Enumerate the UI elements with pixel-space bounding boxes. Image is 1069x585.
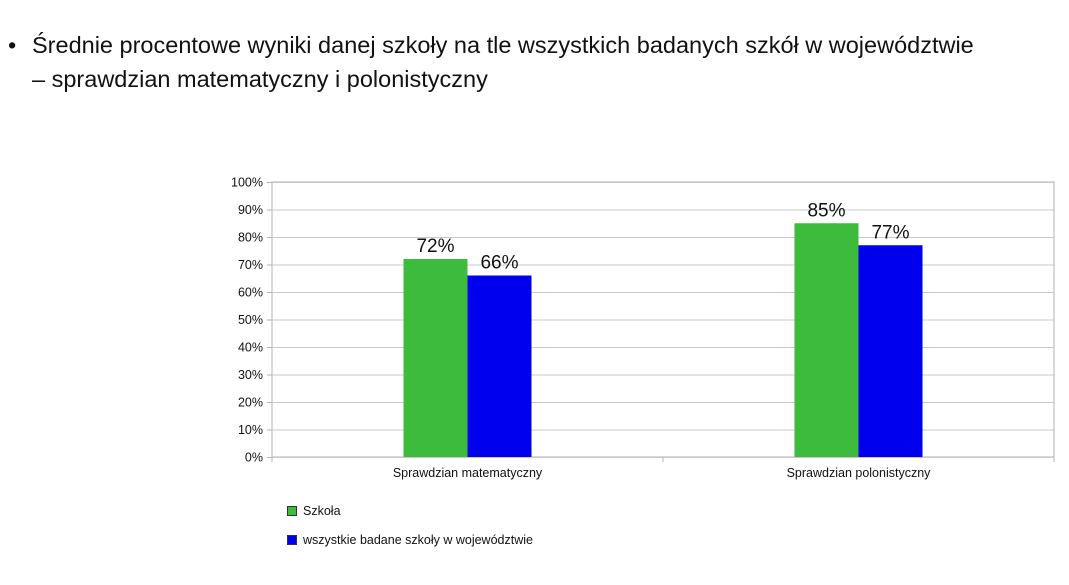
heading-line-1: Średnie procentowe wyniki danej szkoły n… (32, 32, 974, 58)
y-tick-label-9: 90% (238, 203, 263, 217)
legend-item-series-2: wszystkie badane szkoły w województwie (287, 532, 533, 548)
bar-1-1 (403, 259, 468, 457)
legend-label-series-2: wszystkie badane szkoły w województwie (303, 533, 533, 547)
data-label-1-2: 85% (807, 200, 845, 221)
data-label-1-1: 72% (416, 236, 454, 257)
y-tick-label-10: 100% (231, 176, 263, 190)
chart-legend: Szkoła wszystkie badane szkoły w wojewód… (287, 503, 533, 561)
y-tick-label-6: 60% (238, 286, 263, 300)
data-label-2-2: 77% (871, 222, 909, 243)
y-tick-label-2: 20% (238, 396, 263, 410)
legend-label-series-1: Szkoła (303, 504, 341, 518)
y-tick-label-3: 30% (238, 368, 263, 382)
y-tick-label-0: 0% (245, 451, 263, 465)
legend-swatch-series-1 (287, 506, 297, 516)
bullet-icon: • (8, 32, 17, 58)
y-tick-label-4: 40% (238, 341, 263, 355)
bar-1-2 (794, 223, 859, 457)
category-label-1: Sprawdzian matematyczny (393, 466, 543, 480)
y-tick-label-1: 10% (238, 423, 263, 437)
y-tick-label-8: 80% (238, 231, 263, 245)
heading-line-2: – sprawdzian matematyczny i polonistyczn… (32, 66, 488, 92)
category-label-2: Sprawdzian polonistyczny (787, 466, 932, 480)
y-tick-label-5: 50% (238, 313, 263, 327)
y-tick-label-7: 70% (238, 258, 263, 272)
data-label-2-1: 66% (480, 253, 518, 274)
bar-2-2 (858, 245, 923, 457)
legend-swatch-series-2 (287, 535, 297, 545)
legend-item-series-1: Szkoła (287, 503, 533, 519)
bar-2-1 (467, 275, 532, 457)
